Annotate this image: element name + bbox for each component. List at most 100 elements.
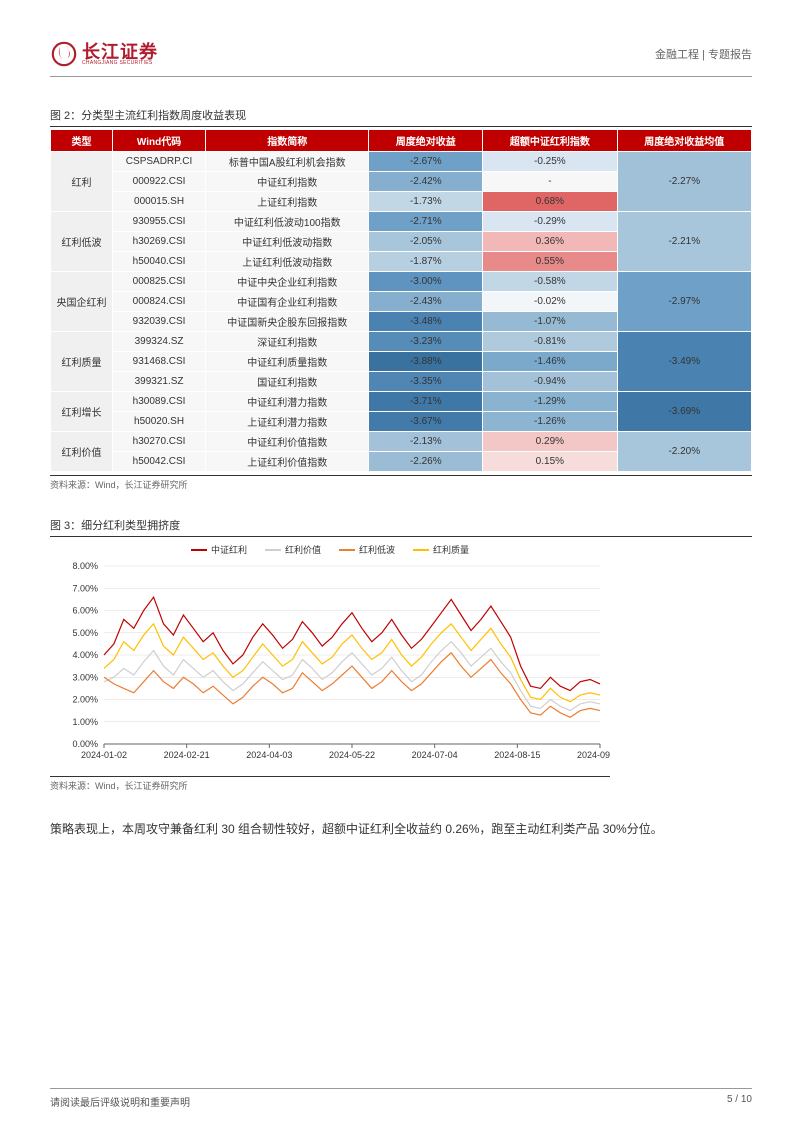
table-row: 红利CSPSADRP.CI标普中国A股红利机会指数-2.67%-0.25%-2.… (51, 152, 752, 172)
abs-return-cell: -2.43% (369, 292, 483, 312)
table-header-cell: 周度绝对收益均值 (617, 130, 751, 152)
table-row: 红利低波930955.CSI中证红利低波动100指数-2.71%-0.29%-2… (51, 212, 752, 232)
mean-cell: -3.49% (617, 332, 751, 392)
excess-return-cell: -0.02% (483, 292, 617, 312)
name-cell: 上证红利低波动指数 (206, 252, 369, 272)
name-cell: 深证红利指数 (206, 332, 369, 352)
svg-text:2024-01-02: 2024-01-02 (81, 750, 127, 760)
abs-return-cell: -3.00% (369, 272, 483, 292)
body-paragraph: 策略表现上，本周攻守兼备红利 30 组合韧性较好，超额中证红利全收益约 0.26… (50, 818, 752, 841)
abs-return-cell: -3.48% (369, 312, 483, 332)
category-cell: 红利低波 (51, 212, 113, 272)
code-cell: h30269.CSI (113, 232, 206, 252)
abs-return-cell: -1.73% (369, 192, 483, 212)
table-header-cell: 类型 (51, 130, 113, 152)
figure-3-source: 资料来源：Wind，长江证券研究所 (50, 776, 610, 792)
legend-label: 中证红利 (211, 543, 247, 556)
series-红利质量 (104, 624, 600, 702)
figure-2-title: 图 2：分类型主流红利指数周度收益表现 (50, 107, 752, 127)
name-cell: 国证红利指数 (206, 372, 369, 392)
legend-swatch (265, 549, 281, 551)
legend-item: 红利低波 (339, 543, 395, 556)
table-row: 红利增长h30089.CSI中证红利潜力指数-3.71%-1.29%-3.69% (51, 392, 752, 412)
code-cell: 932039.CSI (113, 312, 206, 332)
mean-cell: -2.97% (617, 272, 751, 332)
abs-return-cell: -3.88% (369, 352, 483, 372)
series-中证红利 (104, 597, 600, 690)
category-cell: 红利 (51, 152, 113, 212)
abs-return-cell: -3.71% (369, 392, 483, 412)
abs-return-cell: -2.13% (369, 432, 483, 452)
abs-return-cell: -2.26% (369, 452, 483, 472)
code-cell: 000825.CSI (113, 272, 206, 292)
code-cell: 930955.CSI (113, 212, 206, 232)
code-cell: h30270.CSI (113, 432, 206, 452)
code-cell: h50042.CSI (113, 452, 206, 472)
excess-return-cell: 0.68% (483, 192, 617, 212)
mean-cell: -2.27% (617, 152, 751, 212)
excess-return-cell: -0.58% (483, 272, 617, 292)
category-cell: 红利价值 (51, 432, 113, 472)
brand-name-en: CHANGJIANG SECURITIES (82, 61, 158, 66)
table-header-cell: Wind代码 (113, 130, 206, 152)
svg-text:6.00%: 6.00% (72, 606, 98, 616)
legend-item: 红利质量 (413, 543, 469, 556)
excess-return-cell: -1.29% (483, 392, 617, 412)
category-cell: 央国企红利 (51, 272, 113, 332)
excess-return-cell: 0.15% (483, 452, 617, 472)
svg-text:7.00%: 7.00% (72, 583, 98, 593)
page-header: 长江证券 CHANGJIANG SECURITIES 金融工程 | 专题报告 (50, 40, 752, 77)
legend-label: 红利价值 (285, 543, 321, 556)
figure-2-block: 图 2：分类型主流红利指数周度收益表现 类型Wind代码指数简称周度绝对收益超额… (50, 107, 752, 491)
code-cell: h30089.CSI (113, 392, 206, 412)
abs-return-cell: -3.35% (369, 372, 483, 392)
code-cell: 399321.SZ (113, 372, 206, 392)
code-cell: 931468.CSI (113, 352, 206, 372)
footer-disclaimer: 请阅读最后评级说明和重要声明 (50, 1094, 190, 1109)
name-cell: 上证红利指数 (206, 192, 369, 212)
category-cell: 红利增长 (51, 392, 113, 432)
name-cell: 中证红利价值指数 (206, 432, 369, 452)
code-cell: h50040.CSI (113, 252, 206, 272)
excess-return-cell: -0.29% (483, 212, 617, 232)
footer-page-number: 5 / 10 (727, 1094, 752, 1109)
abs-return-cell: -2.71% (369, 212, 483, 232)
svg-text:1.00%: 1.00% (72, 717, 98, 727)
table-row: 红利价值h30270.CSI中证红利价值指数-2.13%0.29%-2.20% (51, 432, 752, 452)
excess-return-cell: -1.26% (483, 412, 617, 432)
svg-text:2024-02-21: 2024-02-21 (164, 750, 210, 760)
code-cell: 000922.CSI (113, 172, 206, 192)
crowding-chart: 0.00%1.00%2.00%3.00%4.00%5.00%6.00%7.00%… (50, 560, 610, 770)
excess-return-cell: -1.07% (483, 312, 617, 332)
excess-return-cell: 0.55% (483, 252, 617, 272)
excess-return-cell: 0.29% (483, 432, 617, 452)
svg-text:0.00%: 0.00% (72, 739, 98, 749)
legend-label: 红利低波 (359, 543, 395, 556)
name-cell: 上证红利价值指数 (206, 452, 369, 472)
name-cell: 上证红利潜力指数 (206, 412, 369, 432)
legend-item: 红利价值 (265, 543, 321, 556)
name-cell: 中证中央企业红利指数 (206, 272, 369, 292)
table-header-cell: 超额中证红利指数 (483, 130, 617, 152)
svg-text:4.00%: 4.00% (72, 650, 98, 660)
page-footer: 请阅读最后评级说明和重要声明 5 / 10 (50, 1088, 752, 1109)
svg-text:8.00%: 8.00% (72, 561, 98, 571)
svg-text:2.00%: 2.00% (72, 695, 98, 705)
name-cell: 中证红利低波动100指数 (206, 212, 369, 232)
name-cell: 中证国新央企股东回报指数 (206, 312, 369, 332)
legend-swatch (339, 549, 355, 551)
excess-return-cell: -0.25% (483, 152, 617, 172)
excess-return-cell: -0.81% (483, 332, 617, 352)
name-cell: 中证红利质量指数 (206, 352, 369, 372)
series-红利低波 (104, 653, 600, 718)
svg-text:2024-07-04: 2024-07-04 (412, 750, 458, 760)
legend-swatch (191, 549, 207, 551)
svg-text:2024-05-22: 2024-05-22 (329, 750, 375, 760)
figure-3-title: 图 3：细分红利类型拥挤度 (50, 517, 752, 537)
svg-text:2024-04-03: 2024-04-03 (246, 750, 292, 760)
table-row: 央国企红利000825.CSI中证中央企业红利指数-3.00%-0.58%-2.… (51, 272, 752, 292)
abs-return-cell: -3.23% (369, 332, 483, 352)
table-header-cell: 周度绝对收益 (369, 130, 483, 152)
figure-2-source: 资料来源：Wind，长江证券研究所 (50, 475, 752, 491)
name-cell: 标普中国A股红利机会指数 (206, 152, 369, 172)
